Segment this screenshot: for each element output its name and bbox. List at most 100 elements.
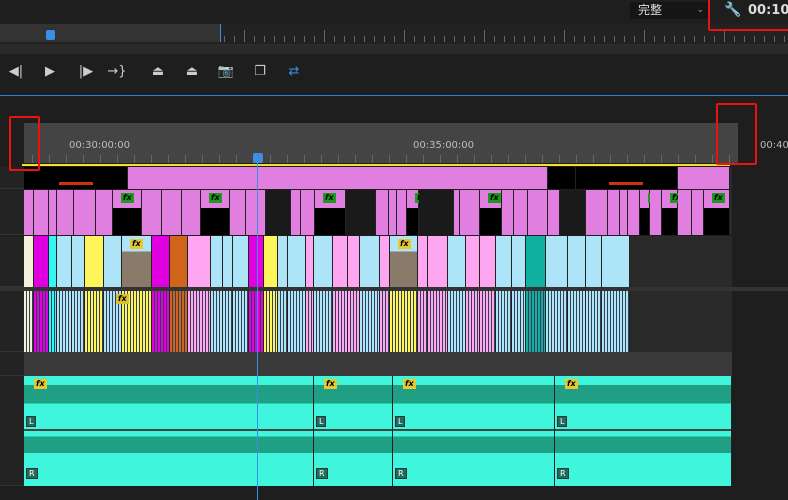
clip[interactable]	[466, 291, 480, 352]
clip[interactable]	[85, 236, 104, 287]
clip[interactable]	[548, 167, 576, 189]
clip[interactable]: fx L R	[24, 376, 314, 486]
proxy-toggle-button[interactable]: ⇄	[288, 64, 300, 79]
clip[interactable]	[376, 190, 389, 235]
clip[interactable]	[291, 190, 301, 235]
clip[interactable]	[333, 291, 348, 352]
clip[interactable]	[249, 236, 264, 287]
clip[interactable]	[264, 291, 278, 352]
clip[interactable]	[502, 190, 514, 235]
clip[interactable]	[418, 236, 428, 287]
clip[interactable]	[24, 190, 34, 235]
clip[interactable]	[568, 236, 586, 287]
clip[interactable]	[586, 291, 602, 352]
clip[interactable]	[49, 291, 57, 352]
clip[interactable]	[548, 190, 560, 235]
clip[interactable]	[692, 190, 704, 235]
play-button[interactable]: ▶	[45, 64, 55, 79]
clip[interactable]	[34, 236, 49, 287]
clip[interactable]: fx	[113, 190, 142, 235]
clip[interactable]	[57, 190, 74, 235]
clip[interactable]	[246, 190, 266, 235]
clip[interactable]	[306, 236, 314, 287]
clip[interactable]	[230, 190, 246, 235]
clip[interactable]: fx	[201, 190, 230, 235]
step-forward-button[interactable]: |▶	[78, 64, 94, 79]
clip[interactable]	[514, 190, 528, 235]
clip[interactable]: fx L R	[393, 376, 555, 486]
audio-track-1-header[interactable]	[0, 291, 24, 352]
clip[interactable]	[628, 190, 640, 235]
clip[interactable]: fx	[662, 190, 683, 235]
clip[interactable]	[526, 236, 546, 287]
clip[interactable]	[233, 236, 249, 287]
clip[interactable]	[211, 236, 223, 287]
clip[interactable]	[24, 236, 34, 287]
clip[interactable]	[348, 291, 360, 352]
clip[interactable]	[188, 291, 211, 352]
clip[interactable]	[380, 291, 390, 352]
timeline-ruler[interactable]	[24, 123, 738, 163]
clip[interactable]	[233, 291, 249, 352]
clip[interactable]	[428, 236, 448, 287]
clip[interactable]	[390, 291, 418, 352]
clip[interactable]	[678, 190, 692, 235]
clip[interactable]	[576, 167, 678, 189]
work-area-bar[interactable]	[22, 164, 730, 166]
clip[interactable]	[142, 190, 162, 235]
clip[interactable]	[428, 291, 448, 352]
video-track-2-header[interactable]	[0, 190, 24, 235]
clip[interactable]	[608, 190, 620, 235]
clip[interactable]	[512, 236, 526, 287]
clip[interactable]	[211, 291, 223, 352]
clip[interactable]	[85, 291, 104, 352]
clip[interactable]	[454, 190, 460, 235]
clip[interactable]	[546, 236, 568, 287]
clip[interactable]	[419, 190, 454, 235]
clip[interactable]: fx	[640, 190, 661, 235]
clip[interactable]	[526, 291, 546, 352]
clip[interactable]	[57, 291, 72, 352]
clip[interactable]	[96, 190, 113, 235]
clip[interactable]	[466, 236, 480, 287]
clip[interactable]	[162, 190, 182, 235]
clip[interactable]	[223, 291, 233, 352]
clip[interactable]	[546, 291, 568, 352]
quality-dropdown[interactable]: 完整 ⌄	[630, 2, 708, 19]
monitor-playhead[interactable]	[46, 30, 55, 40]
video-track-1-header[interactable]	[0, 236, 24, 287]
clip[interactable]	[586, 236, 602, 287]
audio-track-2-header[interactable]	[0, 352, 24, 376]
clip[interactable]: fx L R	[555, 376, 732, 486]
clip[interactable]	[188, 236, 211, 287]
clip[interactable]	[278, 291, 288, 352]
clip[interactable]	[249, 291, 264, 352]
clip[interactable]	[448, 236, 466, 287]
clip[interactable]	[170, 236, 188, 287]
clip[interactable]	[480, 236, 496, 287]
clip[interactable]	[568, 291, 586, 352]
clip[interactable]	[448, 291, 466, 352]
clip[interactable]	[333, 236, 348, 287]
clip[interactable]	[620, 190, 628, 235]
clip[interactable]	[24, 167, 128, 189]
clip[interactable]	[182, 190, 201, 235]
clip[interactable]	[152, 236, 170, 287]
export-frame-button[interactable]: 📷	[217, 64, 235, 79]
video-track-3-header[interactable]	[0, 167, 24, 189]
clip[interactable]	[480, 291, 496, 352]
monitor-zoom-bar[interactable]	[0, 24, 221, 42]
clip[interactable]	[602, 291, 630, 352]
clip[interactable]	[24, 291, 34, 352]
audio-track-3-header[interactable]	[0, 376, 24, 486]
clip[interactable]	[314, 236, 333, 287]
clip[interactable]	[348, 236, 360, 287]
clip[interactable]	[360, 236, 380, 287]
clip[interactable]	[72, 291, 85, 352]
clip[interactable]	[346, 190, 376, 235]
clip[interactable]	[602, 236, 630, 287]
clip[interactable]: fx	[407, 190, 428, 235]
timecode[interactable]: 00:10:	[748, 3, 788, 18]
go-to-out-button[interactable]: →}	[107, 64, 127, 79]
clip[interactable]	[460, 190, 480, 235]
